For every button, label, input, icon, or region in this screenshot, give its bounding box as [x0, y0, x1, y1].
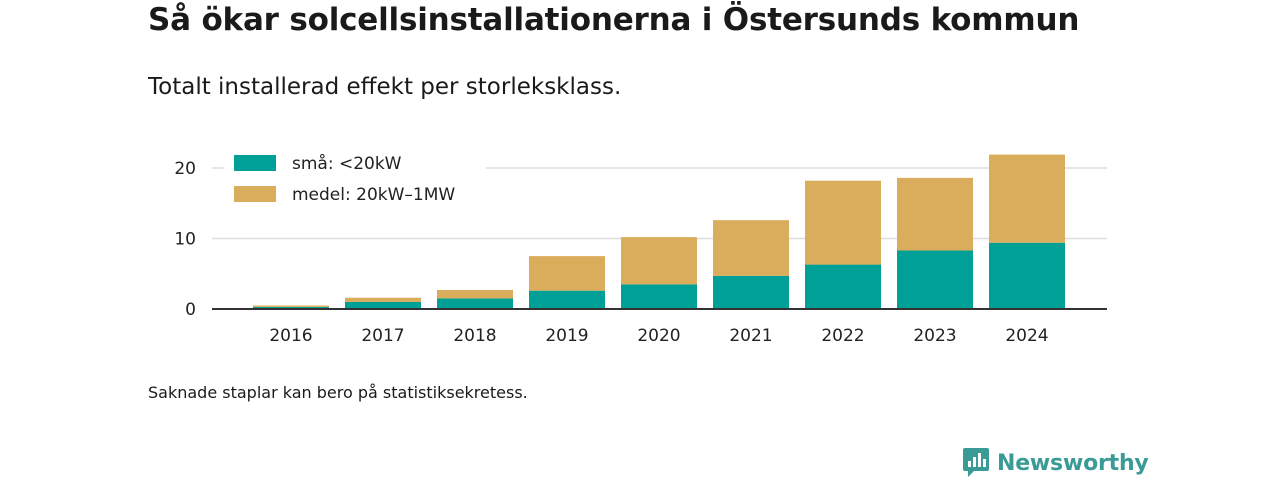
bar-segment-medium [805, 180, 881, 265]
bar-segment-small [713, 275, 789, 309]
y-tick-label: 10 [174, 230, 196, 250]
legend: små: <20kW medel: 20kW–1MW [224, 146, 486, 214]
x-tick-label: 2021 [729, 326, 772, 346]
bar-segment-medium [621, 237, 697, 285]
footnote: Saknade staplar kan bero på statistiksek… [148, 383, 528, 402]
x-tick-label: 2024 [1005, 326, 1048, 346]
bar-segment-medium [345, 297, 421, 302]
legend-label: små: <20kW [292, 153, 402, 174]
bar-segment-small [621, 284, 697, 309]
legend-swatch [234, 155, 276, 171]
bar-segment-medium [713, 220, 789, 276]
bar-segment-small [253, 306, 329, 309]
newsworthy-logo-icon [963, 448, 989, 477]
bar-segment-small [345, 301, 421, 309]
chart-title: Så ökar solcellsinstallationerna i Öster… [148, 2, 1080, 38]
axes: 0 10 20 2016 2017 2018 2019 2020 2021 2022 2023 202… [174, 159, 1107, 346]
x-tick-label: 2019 [545, 326, 588, 346]
bar-segment-medium [897, 177, 973, 251]
bar-segment-medium [529, 256, 605, 291]
bar-segment-small [897, 250, 973, 309]
bar-segment-small [805, 264, 881, 309]
brand-name: Newsworthy [997, 450, 1149, 476]
legend-label: medel: 20kW–1MW [292, 185, 455, 205]
x-tick-label: 2018 [453, 326, 496, 346]
brand-logo[interactable]: Newsworthy [962, 447, 1149, 479]
bar-segment-medium [437, 289, 513, 299]
x-tick-label: 2022 [821, 326, 864, 346]
y-tick-label: 20 [174, 159, 196, 179]
legend-swatch [234, 186, 276, 202]
bars [253, 154, 1065, 309]
bar-segment-small [529, 290, 605, 309]
chart-subtitle: Totalt installerad effekt per storlekskl… [148, 74, 622, 100]
bar-segment-small [989, 242, 1065, 309]
x-tick-label: 2017 [361, 326, 404, 346]
x-tick-label: 2020 [637, 326, 680, 346]
x-tick-label: 2023 [913, 326, 956, 346]
y-tick-label: 0 [185, 300, 196, 320]
bar-segment-small [437, 298, 513, 309]
x-tick-label: 2016 [269, 326, 312, 346]
bar-segment-medium [989, 154, 1065, 243]
bar-segment-medium [253, 305, 329, 307]
